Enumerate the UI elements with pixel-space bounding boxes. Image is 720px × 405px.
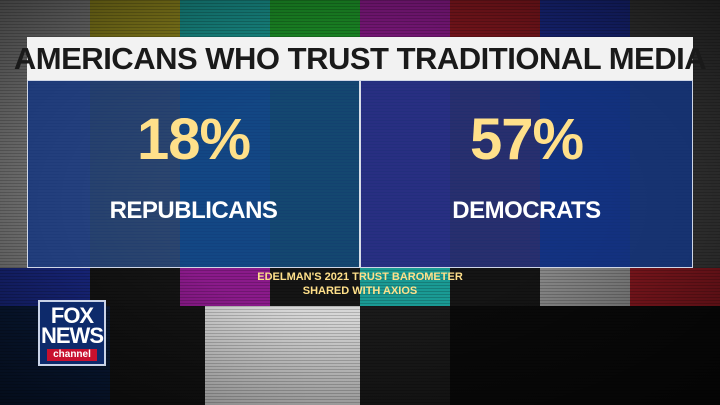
fox-news-logo: FOX NEWS channel bbox=[38, 300, 106, 366]
stat-label: DEMOCRATS bbox=[452, 197, 601, 224]
title-bar: AMERICANS WHO TRUST TRADITIONAL MEDIA bbox=[14, 37, 707, 80]
stat-value: 57% bbox=[469, 107, 584, 172]
stat-panel-republicans: 18% REPUBLICANS bbox=[28, 81, 359, 267]
graphic-title: AMERICANS WHO TRUST TRADITIONAL MEDIA bbox=[13, 40, 707, 76]
stat-panel-democrats: 57% DEMOCRATS bbox=[359, 81, 692, 267]
logo-text-news: NEWS bbox=[41, 322, 104, 348]
stat-label: REPUBLICANS bbox=[109, 197, 278, 224]
source-line-1: EDELMAN'S 2021 TRUST BAROMETER bbox=[257, 271, 463, 283]
source-line-2: SHARED WITH AXIOS bbox=[302, 285, 418, 297]
logo-text-channel: channel bbox=[47, 348, 97, 361]
color-bars-bottom bbox=[0, 306, 720, 405]
logo-text-fox: FOX bbox=[50, 302, 94, 328]
stat-panels: 18% REPUBLICANS 57% DEMOCRATS bbox=[27, 80, 693, 268]
stat-value: 18% bbox=[136, 107, 251, 172]
source-credit: EDELMAN'S 2021 TRUST BAROMETER SHARED WI… bbox=[0, 270, 720, 298]
